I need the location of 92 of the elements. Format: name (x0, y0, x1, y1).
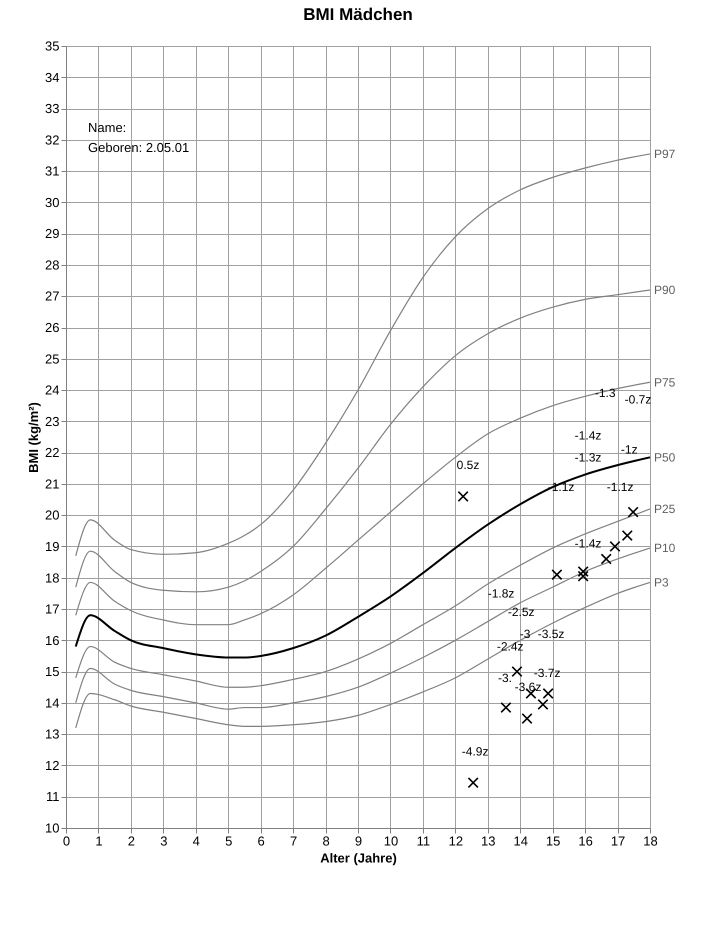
y-tick-label: 29 (45, 226, 60, 242)
series-label: P90 (654, 282, 676, 297)
series-label: P25 (654, 502, 676, 516)
x-tick-label: 9 (354, 834, 362, 848)
y-tick-label: 15 (45, 664, 60, 680)
x-tick-label: 2 (128, 834, 136, 848)
y-tick-label: 34 (45, 70, 60, 85)
x-tick-label: 14 (513, 834, 528, 848)
annotation: -3.6z (514, 680, 542, 694)
point (542, 688, 554, 700)
annotation: -1.4z (574, 536, 602, 550)
x-tick-label: 4 (192, 834, 200, 848)
x-tick-label: 6 (258, 834, 265, 848)
y-tick-label: 31 (45, 164, 60, 179)
line-series (75, 582, 651, 729)
y-tick-label: 13 (45, 726, 60, 742)
point (521, 712, 533, 724)
x-tick-label: 8 (322, 834, 330, 848)
y-tick-label: 30 (45, 194, 60, 210)
series-label: P10 (654, 541, 676, 556)
annotation: 0.5z (456, 458, 480, 472)
x-tick-label: 12 (448, 834, 464, 848)
x-tick-label: 0 (62, 834, 70, 848)
annotation: -2.5z (508, 605, 535, 620)
annotation: -0.7z (624, 392, 652, 406)
y-tick-label: 14 (45, 695, 60, 710)
annotation: -3.7z (534, 666, 560, 680)
annotation: -4.9z (462, 744, 488, 758)
x-tick-label: 10 (384, 834, 398, 848)
point (458, 490, 469, 502)
y-tick-label: 24 (45, 382, 60, 398)
x-tick-label: 7 (290, 834, 298, 848)
point (500, 702, 512, 714)
x-axis-title: Alter (Jahre) (320, 850, 397, 866)
y-tick-label: 26 (45, 320, 60, 336)
annotation: -2.4z (496, 640, 524, 654)
x-tick-label: 3 (160, 834, 168, 848)
annotation: -1.4z (574, 428, 602, 442)
y-tick-label: 22 (45, 445, 60, 460)
x-tick-label: 15 (546, 834, 560, 848)
point (628, 506, 639, 518)
x-tick-label: 1 (95, 834, 103, 848)
series-label: P75 (654, 375, 676, 390)
y-tick-label: 21 (45, 476, 60, 492)
x-tick-label: 17 (610, 834, 626, 848)
y-tick-label: 27 (45, 288, 60, 304)
y-tick-label: 16 (45, 632, 60, 648)
line-series (75, 547, 651, 710)
x-tick-label: 11 (416, 834, 430, 848)
point (600, 553, 612, 565)
line-series (75, 153, 651, 556)
y-tick-label: 11 (46, 789, 60, 804)
annotation: -1.3z (574, 450, 602, 464)
chart-title: BMI Mädchen (303, 5, 413, 24)
line-series (75, 382, 651, 626)
y-tick-label: 25 (45, 351, 60, 366)
x-tick-label: 13 (481, 834, 496, 848)
y-tick-label: 18 (45, 570, 60, 586)
annotation: -1z (620, 442, 638, 457)
annotation: -1.3 (594, 386, 616, 400)
point (609, 540, 621, 552)
annotation: -3.5z (538, 627, 564, 642)
annotation: -3 (520, 627, 531, 642)
point (537, 698, 548, 710)
series-label: P97 (654, 146, 676, 161)
y-tick-label: 28 (45, 257, 60, 272)
y-tick-label: 23 (45, 414, 60, 429)
y-tick-label: 20 (45, 508, 60, 523)
annotation: -1.1z (606, 480, 634, 494)
point (578, 570, 589, 582)
y-axis-title: BMI (kg/m²) (26, 402, 42, 473)
annotation: -1.8z (488, 586, 514, 600)
point (511, 666, 523, 678)
point (578, 566, 589, 578)
y-tick-label: 10 (45, 820, 60, 836)
y-tick-label: 35 (45, 38, 60, 54)
point (468, 777, 479, 788)
x-tick-label: 18 (643, 834, 658, 848)
point (551, 569, 562, 580)
point (622, 530, 633, 542)
annotation: Name: (88, 120, 126, 135)
y-tick-label: 32 (45, 132, 60, 148)
y-tick-label: 33 (45, 101, 60, 116)
series-label: P50 (654, 450, 676, 464)
y-tick-label: 17 (45, 602, 60, 617)
y-tick-label: 12 (45, 758, 60, 773)
x-tick-label: 16 (578, 834, 593, 848)
x-tick-label: 5 (225, 834, 232, 848)
series-label: P3 (654, 575, 670, 590)
y-tick-label: 19 (45, 538, 60, 554)
annotation: -3. (498, 670, 512, 685)
annotation: Geboren: 2.05.01 (88, 140, 190, 155)
